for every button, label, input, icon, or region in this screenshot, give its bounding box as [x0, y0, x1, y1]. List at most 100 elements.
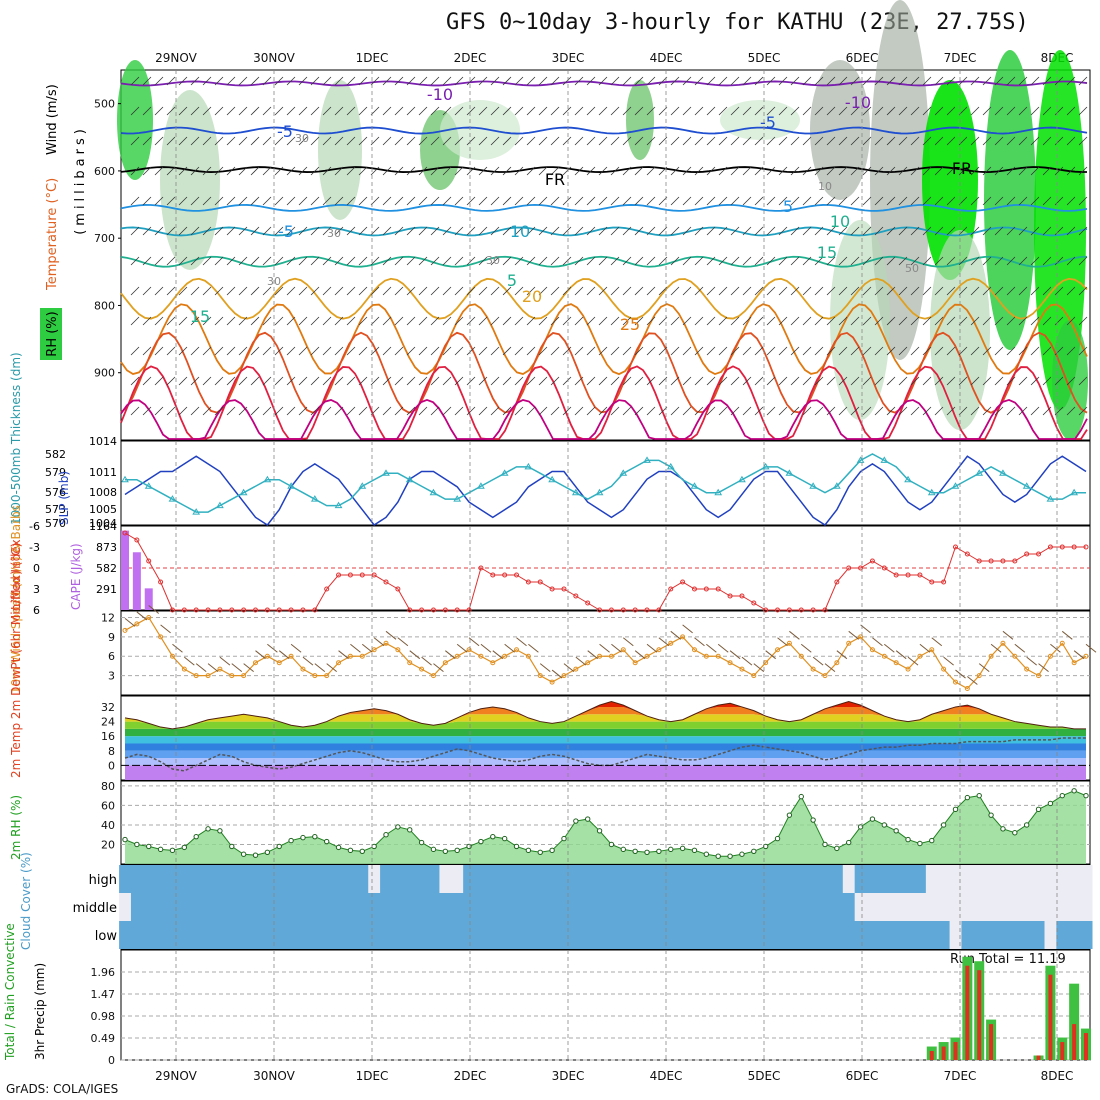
- rh-line: [124, 790, 1087, 857]
- wind-barb: [718, 136, 728, 146]
- cloud-cell: [142, 865, 156, 893]
- wind-barb: [322, 406, 332, 416]
- wind-speed-point: [608, 653, 614, 659]
- wind-barb: [478, 106, 488, 116]
- wind-barb: [1018, 376, 1028, 386]
- thickness-point: [334, 501, 343, 509]
- wind-barb: [290, 643, 302, 653]
- wind-barb: [562, 286, 572, 296]
- wind-barb: [1054, 286, 1064, 296]
- slp-tick-label: 1004: [89, 517, 117, 530]
- wind-barb: [742, 376, 752, 386]
- wind-barb: [634, 650, 646, 660]
- rh-area: [125, 790, 1086, 864]
- wind-barb: [418, 256, 428, 266]
- wind-barb: [550, 106, 560, 116]
- wind-barb: [826, 136, 836, 146]
- wind-barb: [874, 406, 884, 416]
- wind-barb: [322, 376, 332, 386]
- cloud-cell: [130, 893, 144, 921]
- wind-barb: [838, 406, 848, 416]
- wind-barb: [886, 376, 896, 386]
- wind-barb: [456, 643, 468, 653]
- wind-barb: [766, 76, 776, 86]
- wind-barb: [754, 256, 764, 266]
- wind-barb: [694, 196, 704, 206]
- wind-speed-point: [703, 653, 709, 659]
- wind-barb: [670, 166, 680, 176]
- wind-barb: [430, 136, 440, 146]
- wind-barb: [406, 316, 416, 326]
- wind-barb: [394, 286, 404, 296]
- lifted-index-point: [608, 607, 614, 613]
- wind-speed-point: [869, 647, 875, 653]
- wind-barb: [694, 256, 704, 266]
- rh-point: [1071, 788, 1077, 794]
- rh-point: [703, 851, 710, 857]
- wind-barb: [934, 106, 944, 116]
- wind-barb: [1018, 286, 1028, 296]
- wind-barb: [958, 376, 968, 386]
- cloud-cell: [1068, 865, 1081, 893]
- wind-barb: [310, 106, 320, 116]
- wind-barb: [1006, 256, 1016, 266]
- rh-shade: [160, 90, 220, 270]
- cloud-cell: [629, 865, 642, 893]
- wind-barb: [634, 316, 644, 326]
- wind-barb: [502, 106, 512, 116]
- cloud-cell: [297, 893, 310, 921]
- wind-barb: [978, 663, 990, 673]
- rh-point: [751, 848, 757, 855]
- cloud-cell: [593, 865, 607, 893]
- wind-barb: [1066, 136, 1076, 146]
- wind-barb: [514, 316, 524, 326]
- lifted-index-point: [739, 593, 745, 599]
- wind-barb: [382, 346, 392, 356]
- wind-barb: [850, 76, 860, 86]
- lifted-index-point: [324, 586, 330, 592]
- thickness-point: [1022, 482, 1031, 489]
- wind-barb: [490, 106, 500, 116]
- cloud-cell: [652, 893, 666, 921]
- cloud-cell: [641, 921, 654, 949]
- temp-ylabel: 2m Temp 2m DewPt (6hr Min/Max) (°C): [9, 543, 23, 778]
- wind-barb: [394, 166, 404, 176]
- cloud-cell: [830, 865, 844, 893]
- wind-barb: [1066, 166, 1076, 176]
- cloud-cell: [581, 865, 595, 893]
- wind-barb: [310, 316, 320, 326]
- wind-barb: [514, 376, 524, 386]
- rh-point: [964, 794, 971, 801]
- wind-speed-point: [537, 673, 543, 679]
- wind-barb: [190, 376, 200, 386]
- wind-barb: [418, 406, 428, 416]
- wind-barb: [910, 406, 920, 416]
- wind-barb: [154, 76, 164, 86]
- wind-speed-point: [347, 653, 353, 659]
- wind-barb: [922, 76, 932, 86]
- wind-barb: [706, 376, 716, 386]
- wind-speed-point: [454, 653, 460, 659]
- wind-speed-point: [336, 660, 342, 666]
- contour-label: 25: [620, 315, 640, 334]
- wind-speed-point: [514, 647, 520, 653]
- wind-barb: [1042, 76, 1052, 86]
- wind-barb: [492, 650, 504, 660]
- wind-barb: [442, 346, 452, 356]
- thickness-point: [500, 469, 509, 476]
- cloud-cell: [320, 865, 334, 893]
- wind-barb: [130, 406, 140, 416]
- wind-barb: [802, 406, 812, 416]
- rh-point: [146, 843, 152, 850]
- thickness-point: [358, 482, 367, 489]
- wind-barb: [502, 166, 512, 176]
- wind-barb: [562, 76, 572, 86]
- wind-barb: [802, 196, 812, 206]
- wind-barb: [382, 286, 392, 296]
- wind-barb: [430, 76, 440, 86]
- lifted-index-point: [407, 607, 413, 613]
- temp-color-band: [125, 743, 1086, 751]
- wind-barb: [142, 346, 152, 356]
- wind-barb: [1006, 286, 1016, 296]
- wind-barb: [1078, 166, 1088, 176]
